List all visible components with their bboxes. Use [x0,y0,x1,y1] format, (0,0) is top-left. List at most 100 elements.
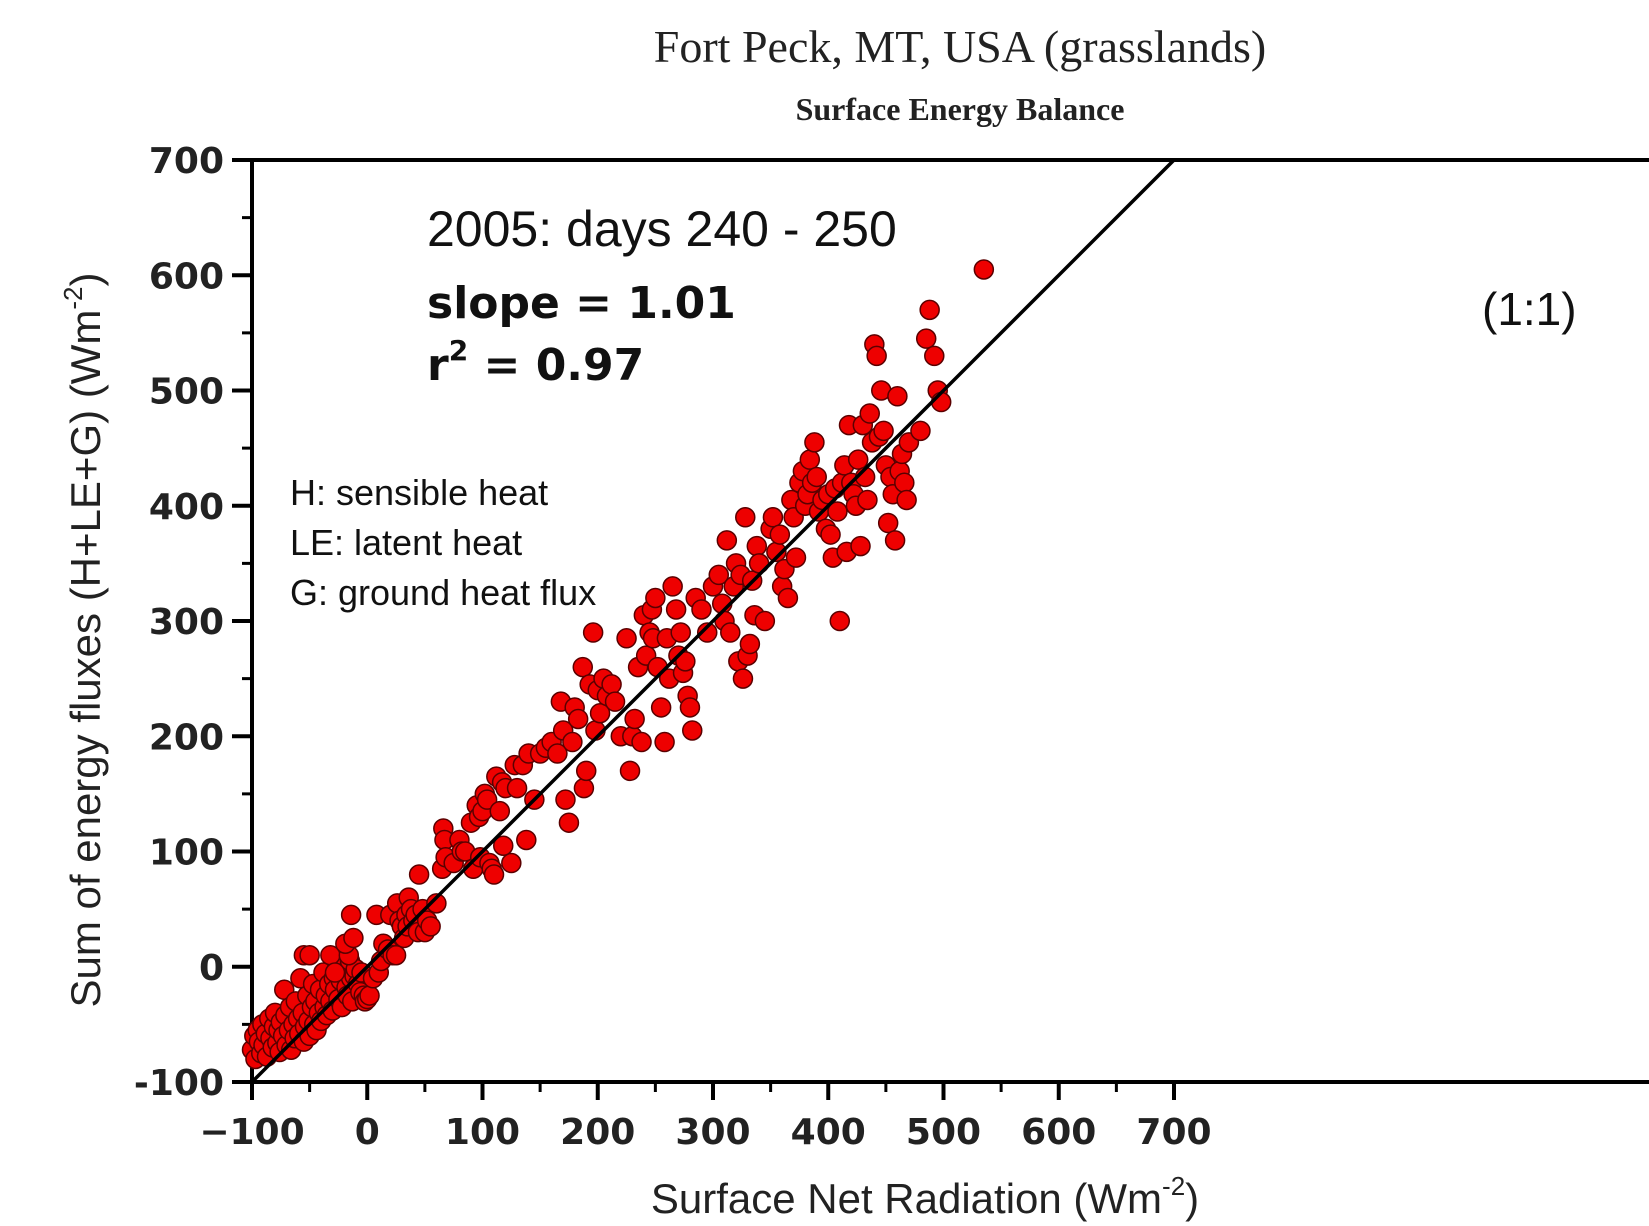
x-axis-title-main: Surface Net Radiation (Wm [651,1175,1162,1222]
data-point [547,743,568,764]
data-point [662,576,683,597]
data-point [324,962,346,983]
data-point [665,599,687,620]
data-point [670,622,691,643]
data-point [601,674,622,695]
x-tick-label: 0 [355,1112,380,1153]
y-tick-label: -100 [134,1063,224,1104]
data-point [691,599,712,620]
data-point [562,731,583,753]
x-axis-title: Surface Net Radiation (Wm-2) [651,1171,1199,1222]
data-point [426,893,447,914]
data-point [516,829,537,851]
data-point [785,547,807,568]
data-point [679,697,701,718]
data-point [820,524,841,545]
data-point [340,904,362,926]
data-point [799,449,821,470]
x-axis-title-sup: -2 [1162,1171,1185,1201]
data-point [720,622,741,643]
x-axis-title-end: ) [1185,1175,1199,1222]
data-point [631,731,652,753]
data-point [924,345,945,367]
annotation-slope: slope = 1.01 [427,278,736,329]
y-tick-label: 700 [149,141,224,182]
data-point [420,916,441,937]
data-point [385,944,407,966]
data-point [847,449,869,470]
legend-line-le: LE: latent heat [290,522,522,563]
y-axis-title-sup: -2 [58,286,88,309]
data-point [489,800,511,822]
data-point [589,702,611,724]
data-point [746,535,768,557]
data-point [887,386,908,407]
data-point [558,812,580,833]
annotation-r2-value: = 0.97 [468,340,644,391]
y-axis-title-end: ) [62,272,109,286]
data-point [857,489,878,511]
data-point [506,777,528,799]
data-point [739,633,761,655]
annotation-r2-sup: 2 [449,334,468,367]
y-tick-label: 600 [149,256,224,297]
y-tick-label: 0 [199,948,224,989]
data-point [675,651,696,672]
x-tick-label: 600 [1021,1112,1096,1153]
y-tick-label: 300 [149,602,224,643]
y-axis-title-main: Sum of energy fluxes (H+LE+G) (Wm [62,310,109,1008]
data-point [769,524,791,545]
data-point [696,622,718,643]
data-point [492,835,514,856]
data-point [501,852,522,874]
data-point [708,564,730,586]
data-point [973,259,995,280]
data-point [873,420,894,442]
data-point [754,610,776,632]
y-tick-label: 400 [149,487,224,528]
data-point [850,535,871,557]
data-point [476,789,498,810]
y-tick-label: 100 [149,833,224,874]
one-to-one-line [250,158,1176,1084]
y-axis: -100 0 100 200 300 400 500 600 700 [134,141,252,1104]
data-point [619,760,641,782]
data-point [930,391,952,413]
data-point [827,501,848,522]
y-tick-label: 200 [149,717,224,758]
data-point [650,697,672,718]
one-to-one-label: (1:1) [1482,283,1577,335]
data-point [910,420,931,442]
x-tick-label: −100 [199,1112,304,1153]
data-point [483,864,505,885]
data-point [735,507,756,528]
data-point [732,668,754,689]
data-point [604,691,626,712]
x-tick-label: 200 [560,1112,635,1153]
data-point [919,299,940,321]
data-point [877,512,899,534]
data-point [762,507,784,528]
x-tick-label: 700 [1136,1112,1211,1153]
data-point [915,328,937,349]
annotation-r2-prefix: r [427,340,449,391]
data-point [572,656,594,678]
data-point [806,466,827,488]
y-axis-title: Sum of energy fluxes (H+LE+G) (Wm-2) [58,272,109,1007]
x-tick-label: 100 [445,1112,520,1153]
data-point [859,403,880,424]
data-point [777,587,799,609]
data-point [716,530,738,551]
data-point [624,708,645,730]
data-point [884,530,906,551]
data-point [829,610,851,632]
data-point [804,432,825,453]
annotation-r2: r2 = 0.97 [427,334,644,391]
chart-subtitle: Surface Energy Balance [796,91,1125,127]
data-point [573,777,595,799]
data-point [894,472,915,493]
data-point [575,760,597,782]
data-point [616,628,637,649]
data-point [555,789,576,810]
